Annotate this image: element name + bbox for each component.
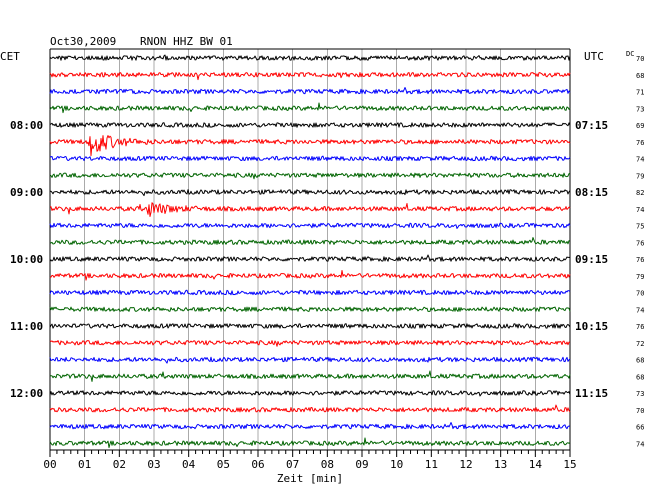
x-tick-label: 03 xyxy=(147,458,160,471)
right-time-label: 08:15 xyxy=(575,186,608,199)
trace-row-15 xyxy=(49,306,571,312)
grid-layer xyxy=(84,49,536,450)
trace-row-14 xyxy=(49,289,571,296)
dc-value: 70 xyxy=(636,55,644,63)
x-axis-label: Zeit [min] xyxy=(277,472,343,485)
left-time-label: 11:00 xyxy=(10,320,43,333)
dc-value: 68 xyxy=(636,373,644,381)
x-tick-label: 06 xyxy=(251,458,264,471)
trace-row-10 xyxy=(49,222,571,229)
dc-value: 73 xyxy=(636,390,644,398)
dc-value: 69 xyxy=(636,122,644,130)
dc-value: 72 xyxy=(636,340,644,348)
x-tick-label: 14 xyxy=(529,458,543,471)
dc-values: 70 68 71 73 69 76 74 79 82 74 75 76 76 79 70 74 76 72 68 68… xyxy=(636,55,644,448)
trace-row-20 xyxy=(49,390,571,397)
dc-value: 74 xyxy=(636,306,644,314)
x-tick-label: 15 xyxy=(563,458,576,471)
dc-value: 79 xyxy=(636,172,644,180)
trace-row-7 xyxy=(49,172,571,180)
dc-value: 75 xyxy=(636,223,644,231)
trace-row-4 xyxy=(49,122,571,128)
dc-value: 79 xyxy=(636,273,644,281)
dc-value: 76 xyxy=(636,239,644,247)
dc-value: 73 xyxy=(636,105,644,113)
left-time-label: 08:00 xyxy=(10,119,43,132)
left-timezone-label: CET xyxy=(0,50,20,63)
trace-row-23 xyxy=(49,437,571,449)
x-tick-label: 08 xyxy=(321,458,334,471)
x-tick-label: 11 xyxy=(425,458,438,471)
right-time-label: 09:15 xyxy=(575,253,608,266)
dc-value: 74 xyxy=(636,440,644,448)
x-tick-label: 00 xyxy=(43,458,56,471)
x-tick-label: 02 xyxy=(113,458,126,471)
dc-value: 71 xyxy=(636,89,644,97)
trace-row-21 xyxy=(49,404,571,413)
left-time-label: 10:00 xyxy=(10,253,43,266)
left-time-labels: 08:00 09:00 10:00 11:00 12:00 xyxy=(10,119,43,400)
trace-row-1 xyxy=(49,72,571,81)
trace-row-3 xyxy=(49,102,571,114)
dc-value: 76 xyxy=(636,256,644,264)
header-station: RNON HHZ BW 01 xyxy=(140,35,233,48)
trace-row-13 xyxy=(49,270,571,281)
x-tick-label: 05 xyxy=(217,458,230,471)
right-time-label: 11:15 xyxy=(575,387,608,400)
left-time-label: 09:00 xyxy=(10,186,43,199)
x-tick-label: 01 xyxy=(78,458,91,471)
trace-row-17 xyxy=(49,340,571,347)
dc-value: 70 xyxy=(636,290,644,298)
right-timezone-label: UTC xyxy=(584,50,604,63)
right-time-label: 10:15 xyxy=(575,320,608,333)
trace-row-19 xyxy=(49,370,571,382)
trace-row-18 xyxy=(49,356,571,364)
dc-value: 76 xyxy=(636,139,644,147)
dc-value: 76 xyxy=(636,323,644,331)
x-tick-label: 10 xyxy=(390,458,403,471)
trace-row-2 xyxy=(49,87,571,95)
trace-row-5 xyxy=(49,135,571,157)
x-tick-label: 09 xyxy=(355,458,368,471)
dc-value: 70 xyxy=(636,407,644,415)
x-axis-ticks: 00 01 02 03 04 05 06 07 08 09 10 11 12 13 14 15 xyxy=(43,450,577,471)
trace-row-8 xyxy=(49,189,571,197)
dc-value: 68 xyxy=(636,357,644,365)
trace-row-12 xyxy=(49,254,571,262)
dc-value: 74 xyxy=(636,156,644,164)
x-tick-label: 13 xyxy=(494,458,507,471)
dc-value: 68 xyxy=(636,72,644,80)
trace-row-6 xyxy=(49,155,571,162)
dc-value: 66 xyxy=(636,424,644,432)
x-tick-label: 07 xyxy=(286,458,299,471)
trace-row-16 xyxy=(49,323,571,329)
header-date: Oct30,2009 xyxy=(50,35,116,48)
dc-label: DC xyxy=(626,50,634,58)
trace-row-9 xyxy=(49,202,571,217)
right-time-label: 07:15 xyxy=(575,119,608,132)
x-tick-label: 04 xyxy=(182,458,196,471)
x-tick-label: 12 xyxy=(459,458,472,471)
trace-row-22 xyxy=(49,422,571,430)
dc-value: 82 xyxy=(636,189,644,197)
trace-layer xyxy=(49,54,571,449)
trace-row-11 xyxy=(49,237,571,245)
left-time-label: 12:00 xyxy=(10,387,43,400)
trace-row-0 xyxy=(49,54,571,61)
dc-value: 74 xyxy=(636,206,644,214)
right-time-labels: 07:15 08:15 09:15 10:15 11:15 xyxy=(575,119,608,400)
